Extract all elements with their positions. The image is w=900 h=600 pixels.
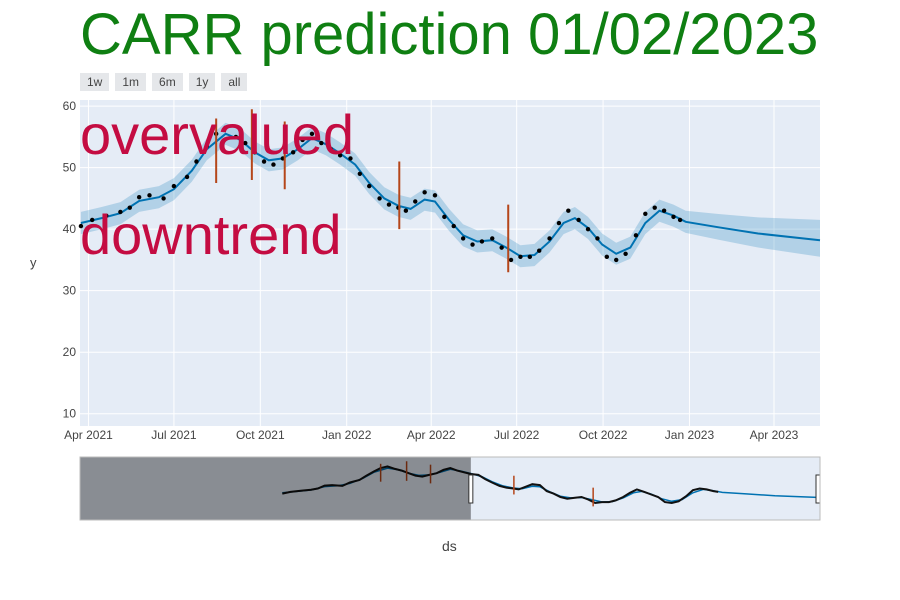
observed-point-16: [252, 150, 257, 155]
observed-point-11: [204, 143, 209, 149]
observed-point-40: [479, 239, 485, 244]
annotation-overvalued: overvalued: [80, 103, 354, 166]
observed-point-38: [460, 236, 466, 241]
observed-point-2: [104, 213, 109, 218]
observed-point-54: [614, 257, 619, 263]
range-button-1m[interactable]: 1m: [115, 73, 147, 91]
x-axis-title: ds: [442, 538, 457, 554]
y-tick-label-2: 30: [63, 284, 77, 298]
observed-point-24: [328, 147, 333, 152]
observed-point-8: [171, 183, 177, 189]
observed-point-9: [184, 174, 190, 180]
observed-point-27: [357, 171, 363, 177]
observed-point-45: [527, 254, 533, 260]
rangeslider-border: [79, 456, 821, 521]
observed-point-28: [367, 183, 372, 189]
observed-point-3: [118, 209, 123, 215]
observed-point-33: [413, 199, 418, 204]
range-selector: 1w 1m 6m 1y all: [80, 73, 248, 91]
observed-point-50: [576, 217, 581, 223]
observed-point-58: [652, 205, 657, 210]
observed-point-60: [671, 214, 676, 220]
observed-point-18: [271, 162, 276, 167]
annotation-downtrend: downtrend: [80, 203, 342, 266]
rangeslider-observed-line: [282, 465, 719, 505]
observed-point-34: [422, 190, 427, 195]
observed-point-14: [233, 134, 239, 140]
observed-point-43: [508, 257, 514, 263]
observed-point-57: [643, 211, 648, 216]
observed-point-25: [337, 153, 343, 158]
observed-point-1: [90, 217, 95, 223]
observed-point-0: [78, 223, 84, 229]
observed-point-39: [470, 242, 475, 247]
observed-point-7: [161, 196, 166, 201]
observed-point-5: [136, 194, 142, 200]
x-tick-label-4: Apr 2022: [407, 428, 456, 442]
observed-point-23: [319, 140, 324, 146]
observed-point-36: [442, 214, 447, 220]
y-tick-label-0: 10: [63, 407, 77, 421]
observed-point-30: [386, 202, 392, 207]
observed-point-20: [290, 150, 296, 155]
observed-point-52: [595, 236, 600, 241]
observed-point-22: [309, 131, 315, 137]
range-button-6m[interactable]: 6m: [152, 73, 183, 91]
observed-point-35: [432, 193, 438, 198]
y-tick-label-1: 20: [63, 345, 77, 359]
rangeslider-handle-left[interactable]: [468, 474, 474, 504]
observed-point-61: [677, 217, 683, 223]
rangeslider-handle-right[interactable]: [815, 474, 821, 504]
x-tick-label-6: Oct 2022: [579, 428, 628, 442]
observed-point-26: [348, 156, 353, 161]
observed-point-48: [556, 220, 562, 226]
forecast-line: [80, 132, 821, 258]
observed-point-4: [127, 205, 132, 210]
observed-point-17: [261, 159, 267, 164]
observed-point-59: [661, 208, 667, 213]
observed-point-47: [547, 236, 552, 241]
rangeslider-mask-left: [80, 457, 471, 520]
observed-point-32: [403, 208, 409, 213]
observed-point-55: [623, 251, 628, 256]
x-tick-label-3: Jan 2022: [322, 428, 372, 442]
y-axis-title: y: [30, 255, 37, 270]
y-tick-label-5: 60: [63, 99, 77, 113]
y-tick-label-3: 40: [63, 222, 77, 236]
observed-point-29: [377, 196, 382, 201]
observed-point-51: [585, 226, 591, 232]
observed-point-44: [518, 254, 523, 260]
observed-point-41: [490, 236, 495, 241]
observed-point-53: [604, 254, 610, 260]
observed-point-13: [223, 125, 228, 130]
x-tick-label-8: Apr 2023: [750, 428, 799, 442]
observed-point-15: [243, 140, 248, 146]
observed-point-49: [566, 208, 571, 213]
observed-point-42: [499, 245, 504, 250]
x-tick-label-7: Jan 2023: [665, 428, 715, 442]
y-tick-label-4: 50: [63, 161, 77, 175]
observed-point-37: [451, 223, 456, 229]
observed-point-46: [537, 248, 542, 253]
range-button-1y[interactable]: 1y: [188, 73, 216, 91]
x-tick-label-5: Jul 2022: [494, 428, 540, 442]
observed-point-21: [300, 137, 305, 143]
range-button-all[interactable]: all: [221, 73, 248, 91]
observed-point-56: [633, 233, 639, 238]
observed-point-10: [194, 159, 199, 164]
x-tick-label-1: Jul 2021: [151, 428, 197, 442]
observed-point-6: [147, 193, 152, 198]
range-button-1w[interactable]: 1w: [80, 73, 110, 91]
chart-title: CARR prediction 01/02/2023: [80, 2, 819, 67]
x-tick-label-0: Apr 2021: [64, 428, 113, 442]
x-tick-label-2: Oct 2021: [236, 428, 285, 442]
